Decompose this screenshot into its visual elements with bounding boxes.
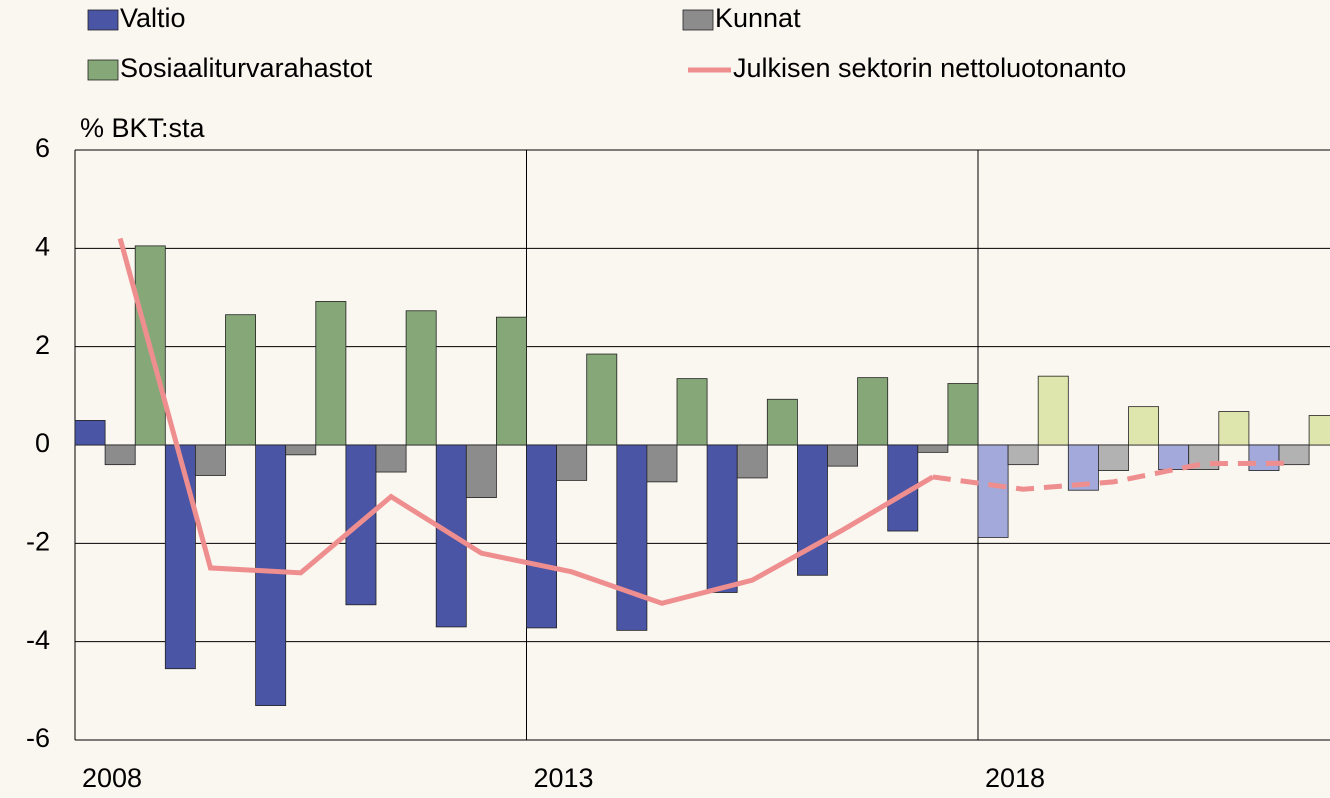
bar [706, 444, 738, 593]
legend-label: Kunnat [715, 3, 801, 33]
bar [285, 444, 317, 456]
y-tick-label: 4 [35, 231, 50, 261]
bar [1248, 444, 1280, 471]
y-tick-label: -6 [26, 723, 50, 753]
bar [1037, 375, 1069, 446]
bar [104, 444, 136, 466]
bar [766, 398, 798, 446]
bar [616, 444, 648, 631]
legend-swatch [682, 9, 714, 31]
bar [315, 301, 347, 446]
bar [465, 444, 497, 499]
bar [255, 444, 287, 706]
bar [977, 444, 1009, 538]
legend-swatch [87, 9, 119, 31]
bar [797, 444, 828, 576]
bar [1218, 411, 1250, 446]
y-tick-label: 2 [35, 330, 50, 360]
bar [375, 444, 407, 473]
bar [947, 383, 979, 446]
bar [676, 378, 708, 446]
y-tick-label: -2 [26, 526, 50, 556]
bar [526, 444, 558, 629]
bar [646, 444, 678, 483]
legend-label: Julkisen sektorin nettoluotonanto [733, 53, 1126, 83]
bar [405, 310, 437, 446]
legend-label: Valtio [120, 3, 186, 33]
y-axis-label: % BKT:sta [80, 113, 206, 143]
bar [225, 314, 257, 446]
line-series [932, 460, 1295, 492]
bar [1007, 444, 1039, 466]
bar [586, 353, 618, 446]
bar [194, 444, 226, 476]
bar [74, 420, 106, 446]
line-series [117, 237, 935, 606]
bar [736, 444, 768, 479]
x-tick-label: 2008 [82, 763, 142, 793]
y-tick-label: 6 [35, 133, 50, 163]
bar [1128, 406, 1160, 446]
bar [1098, 444, 1129, 471]
bar [857, 377, 889, 446]
bar [1308, 415, 1330, 446]
x-tick-label: 2018 [985, 763, 1045, 793]
bar [164, 444, 196, 670]
y-tick-label: 0 [35, 428, 50, 458]
bar [556, 444, 588, 481]
x-tick-label: 2013 [534, 763, 594, 793]
y-tick-label: -4 [26, 625, 50, 655]
bar [917, 444, 949, 453]
legend-label: Sosiaaliturvarahastot [120, 53, 373, 83]
legend-swatch [87, 59, 119, 81]
bar [495, 316, 527, 446]
bar [827, 444, 859, 467]
